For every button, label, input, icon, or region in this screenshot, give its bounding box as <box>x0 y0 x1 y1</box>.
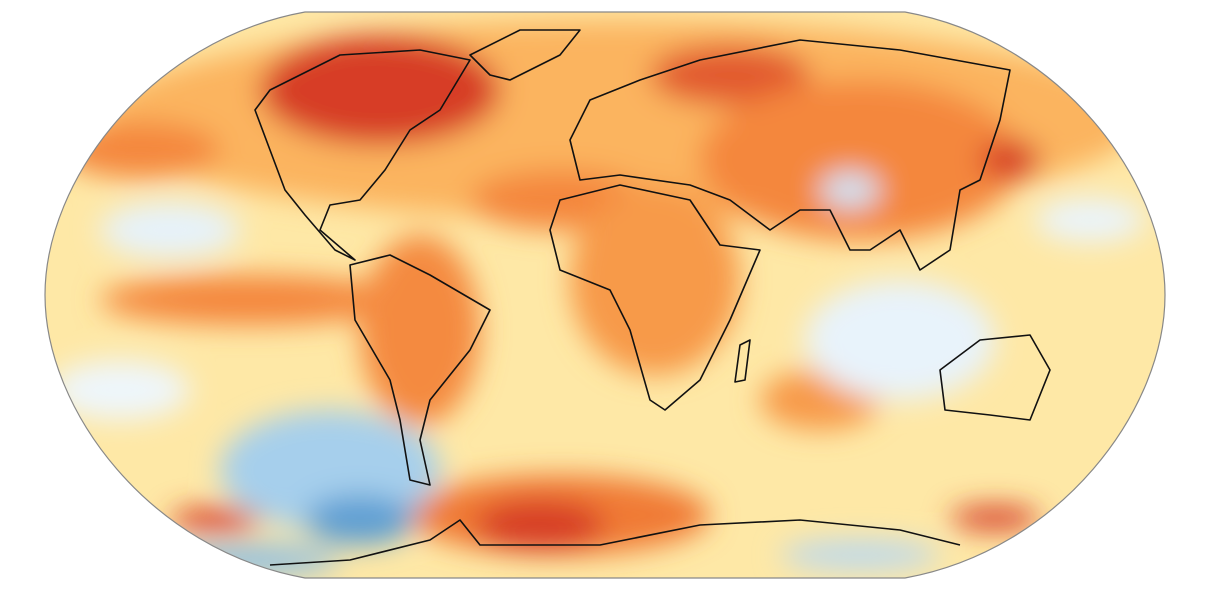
coastlines <box>254 29 1051 566</box>
map-border <box>44 11 1166 579</box>
